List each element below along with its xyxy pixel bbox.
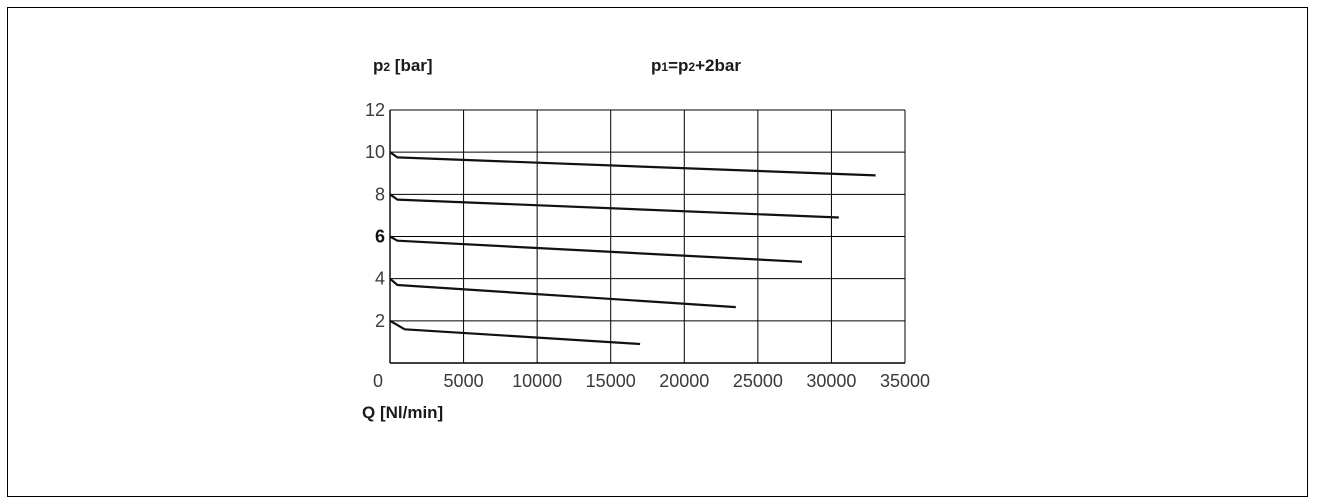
y-tick-label: 6 [375,227,385,247]
series-line-3 [389,235,803,263]
annotation-p2-main: p [678,56,688,75]
y-tick-label: 8 [375,184,385,204]
x-tick-label: 0 [373,371,383,391]
series-line-2 [389,193,839,219]
x-axis-ticks: 0 5000 10000 15000 20000 25000 30000 35000 [373,371,930,391]
y-axis-title-unit: [bar] [390,56,433,75]
x-tick-label: 10000 [512,371,562,391]
annotation-rest: +2bar [695,56,741,75]
x-tick-label: 30000 [806,371,856,391]
pressure-relation-annotation: p1=p2+2bar [651,56,741,75]
x-tick-label: 35000 [880,371,930,391]
grid [389,109,906,364]
series-line-4 [389,277,736,309]
x-tick-label: 5000 [444,371,484,391]
y-tick-label: 2 [375,311,385,331]
x-tick-label: 15000 [586,371,636,391]
y-axis-title-subscript: 2 [383,60,390,74]
y-tick-label: 10 [365,142,385,162]
y-axis-ticks: 2 4 6 8 10 12 [365,100,385,331]
y-tick-label: 12 [365,100,385,120]
annotation-p1-main: p [651,56,661,75]
series-line-5 [389,319,641,346]
annotation-p2-subscript: 2 [688,60,695,74]
y-axis-title: p2 [bar] [373,56,433,75]
annotation-p1-subscript: 1 [661,60,668,74]
x-axis-title: Q [Nl/min] [362,403,443,422]
x-tick-label: 25000 [733,371,783,391]
series-lines [389,151,876,346]
series-line-1 [389,151,876,177]
x-tick-label: 20000 [659,371,709,391]
annotation-equals: = [668,56,678,75]
y-axis-title-main: p [373,56,383,75]
y-tick-label: 4 [375,269,385,289]
